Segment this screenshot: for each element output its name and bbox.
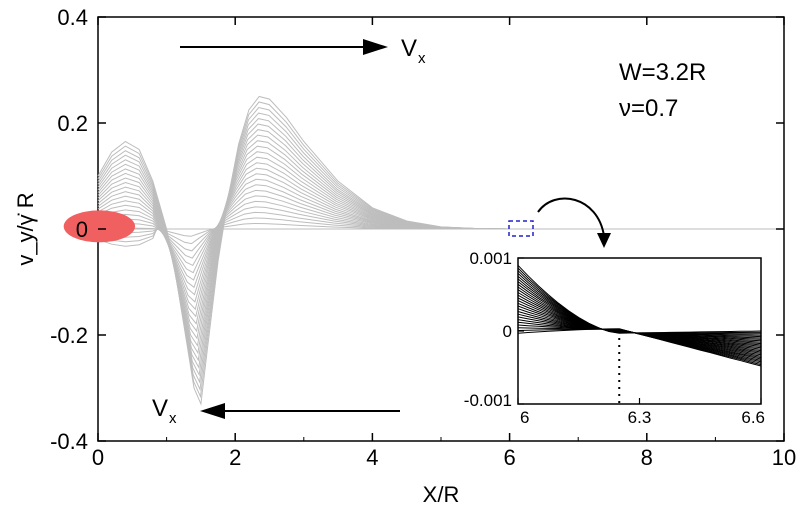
vx-top-label: V — [401, 35, 417, 62]
x-axis-label: X/R — [423, 482, 460, 507]
vx-top-arrow — [180, 39, 388, 55]
inset-y-tick-label: -0.001 — [464, 391, 512, 410]
y-tick-label: 0.2 — [57, 111, 88, 136]
x-tick-label: 10 — [772, 445, 796, 470]
inset-y-tick-label: 0.001 — [469, 249, 512, 268]
inset-y-tick-label: 0 — [503, 322, 512, 341]
zoom-box — [508, 220, 534, 237]
inset-x-tick-label: 6.3 — [628, 408, 652, 427]
inset-axis-ticks: 6 6.3 6.6 0.001 0 -0.001 — [464, 249, 765, 427]
zoom-curved-arrow — [537, 197, 605, 237]
y-tick-label: 0.4 — [57, 5, 88, 30]
y-tick-label: -0.4 — [50, 429, 88, 454]
x-tick-label: 0 — [92, 445, 104, 470]
vx-bottom-label: V — [152, 395, 168, 422]
poisson-annotation: ν=0.7 — [619, 95, 678, 122]
x-tick-label: 4 — [366, 445, 378, 470]
main-axis-ticks: 0 2 4 6 8 10 0.4 0.2 0 -0.2 -0.4 — [50, 5, 796, 470]
series-line — [97, 211, 784, 252]
vx-bottom-subscript: x — [169, 410, 177, 427]
x-tick-label: 8 — [641, 445, 653, 470]
particle-region — [63, 210, 136, 243]
inset-x-tick-label: 6.6 — [741, 408, 765, 427]
inset-series-line — [517, 264, 762, 334]
x-tick-label: 2 — [229, 445, 241, 470]
y-axis-label: v_y/γ̇ R — [13, 192, 38, 265]
x-tick-label: 6 — [503, 445, 515, 470]
vx-bottom-arrow — [200, 403, 400, 419]
particle-shape — [63, 210, 136, 243]
vx-top-subscript: x — [418, 50, 426, 67]
zoom-arrowhead — [597, 233, 611, 248]
width-annotation: W=3.2R — [619, 59, 706, 86]
y-tick-label: 0 — [76, 217, 88, 242]
series-line — [97, 217, 784, 245]
inset-series-lines — [517, 264, 762, 367]
y-tick-label: -0.2 — [50, 323, 88, 348]
inset-x-tick-label: 6 — [520, 408, 529, 427]
